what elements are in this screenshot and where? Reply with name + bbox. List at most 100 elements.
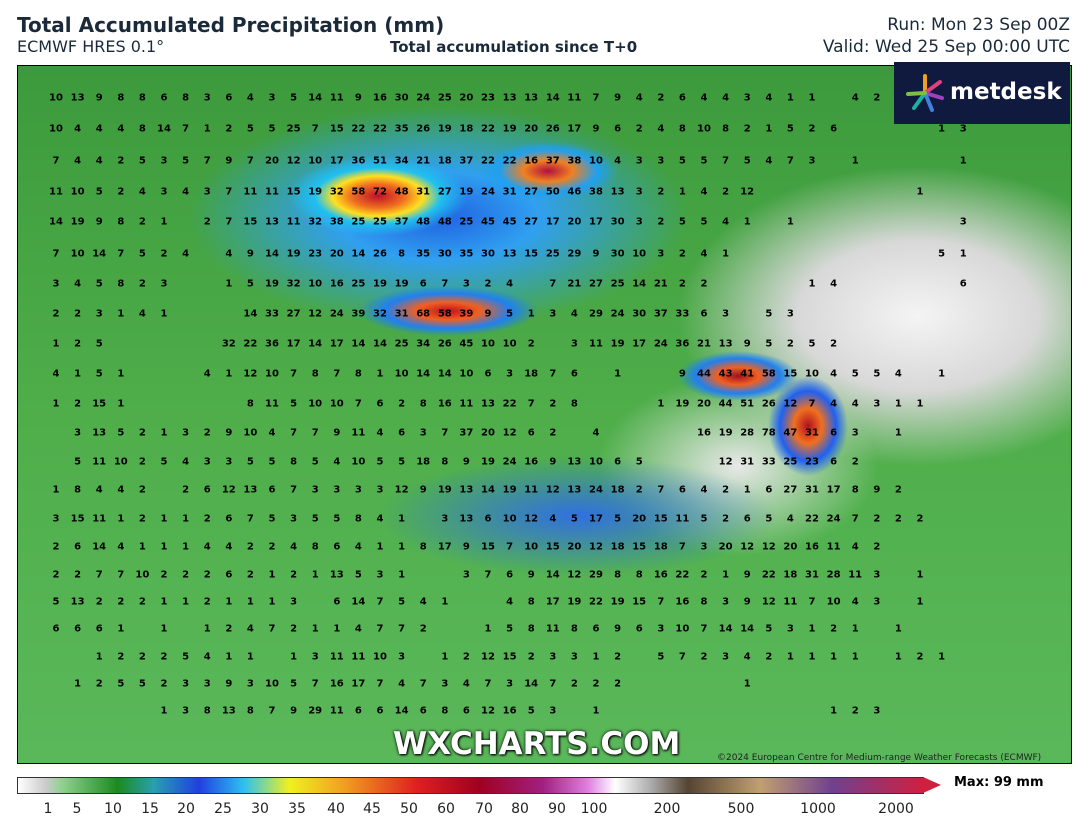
- grid-value: 4: [376, 427, 384, 439]
- grid-value: 3: [743, 92, 751, 104]
- grid-value: 2: [182, 484, 190, 496]
- grid-value: 2: [484, 278, 492, 290]
- grid-value: 9: [333, 427, 341, 439]
- grid-value: 3: [203, 186, 211, 198]
- grid-value: 30: [481, 248, 495, 260]
- grid-value: 11: [826, 541, 841, 553]
- grid-value: 7: [95, 569, 103, 581]
- grid-value: 6: [678, 484, 686, 496]
- grid-value: 24: [653, 338, 668, 350]
- grid-value: 4: [246, 92, 254, 104]
- grid-value: 5: [614, 513, 622, 525]
- grid-value: 48: [416, 216, 431, 228]
- legend-tick: 50: [400, 801, 418, 817]
- grid-value: 5: [290, 678, 298, 690]
- grid-value: 19: [459, 186, 474, 198]
- grid-value: 4: [851, 398, 859, 410]
- grid-value: 1: [160, 596, 168, 608]
- grid-value: 8: [851, 484, 859, 496]
- grid-value: 22: [502, 155, 517, 167]
- grid-value: 34: [416, 338, 431, 350]
- grid-value: 19: [265, 278, 279, 290]
- grid-value: 4: [398, 678, 406, 690]
- grid-value: 3: [722, 308, 730, 320]
- grid-value: 11: [545, 623, 560, 635]
- grid-value: 6: [225, 569, 233, 581]
- grid-value: 4: [182, 186, 190, 198]
- grid-value: 1: [398, 513, 406, 525]
- legend-tick: 90: [548, 801, 566, 817]
- grid-value: 3: [225, 456, 233, 468]
- grid-value: 3: [873, 569, 881, 581]
- grid-value: 7: [290, 368, 298, 380]
- grid-value: 19: [394, 278, 409, 290]
- grid-value: 5: [333, 513, 341, 525]
- grid-value: 1: [592, 705, 600, 717]
- grid-value: 24: [610, 308, 625, 320]
- grid-value: 45: [481, 216, 495, 228]
- grid-value: 12: [243, 368, 258, 380]
- grid-value: 4: [700, 186, 708, 198]
- legend-tick: 35: [288, 801, 306, 817]
- grid-value: 14: [308, 338, 323, 350]
- grid-value: 8: [419, 398, 427, 410]
- grid-value: 3: [635, 216, 643, 228]
- grid-value: 8: [117, 92, 125, 104]
- grid-value: 1: [894, 651, 902, 663]
- grid-value: 18: [783, 569, 798, 581]
- grid-value: 36: [265, 338, 279, 350]
- grid-value: 3: [786, 308, 794, 320]
- grid-value: 7: [376, 623, 384, 635]
- model: ECMWF HRES 0.1°: [17, 37, 165, 56]
- title: Total Accumulated Precipitation (mm): [17, 13, 445, 37]
- grid-value: 5: [160, 456, 168, 468]
- grid-value: 14: [265, 248, 279, 260]
- grid-value: 6: [830, 427, 838, 439]
- grid-value: 12: [221, 484, 236, 496]
- grid-value: 1: [160, 705, 168, 717]
- grid-value: 7: [786, 155, 794, 167]
- grid-value: 33: [761, 456, 776, 468]
- grid-value: 12: [286, 155, 301, 167]
- grid-value: 5: [246, 278, 254, 290]
- grid-value: 38: [567, 155, 582, 167]
- grid-value: 11: [49, 186, 63, 198]
- grid-value: 27: [437, 186, 452, 198]
- grid-value: 3: [873, 398, 881, 410]
- grid-value: 7: [290, 484, 298, 496]
- grid-value: 14: [49, 216, 63, 228]
- grid-value: 1: [160, 308, 168, 320]
- grid-value: 29: [589, 308, 603, 320]
- grid-value: 11: [524, 484, 539, 496]
- grid-value: 3: [268, 92, 276, 104]
- grid-value: 35: [394, 123, 409, 135]
- grid-value: 8: [441, 456, 449, 468]
- grid-value: 17: [351, 678, 366, 690]
- grid-value: 1: [743, 484, 751, 496]
- grid-value: 10: [308, 278, 323, 290]
- legend-tick: 10: [104, 801, 122, 817]
- grid-value: 5: [398, 456, 406, 468]
- grid-value: 8: [570, 623, 578, 635]
- grid-value: 1: [441, 596, 449, 608]
- grid-value: 3: [290, 596, 298, 608]
- grid-value: 7: [52, 248, 60, 260]
- grid-value: 31: [416, 186, 431, 198]
- grid-value: 4: [182, 248, 190, 260]
- grid-value: 2: [160, 678, 168, 690]
- grid-value: 12: [567, 569, 582, 581]
- grid-value: 2: [74, 398, 82, 410]
- grid-value: 25: [394, 338, 409, 350]
- grid-value: 30: [610, 216, 625, 228]
- grid-value: 3: [52, 513, 60, 525]
- grid-value: 13: [481, 398, 495, 410]
- logo-text: metdesk: [950, 79, 1062, 105]
- grid-value: 6: [570, 368, 578, 380]
- grid-value: 50: [545, 186, 560, 198]
- grid-value: 2: [52, 569, 60, 581]
- grid-value: 1: [160, 623, 168, 635]
- grid-value: 4: [700, 92, 708, 104]
- grid-value: 10: [481, 338, 495, 350]
- grid-value: 7: [506, 541, 514, 553]
- grid-value: 39: [351, 308, 366, 320]
